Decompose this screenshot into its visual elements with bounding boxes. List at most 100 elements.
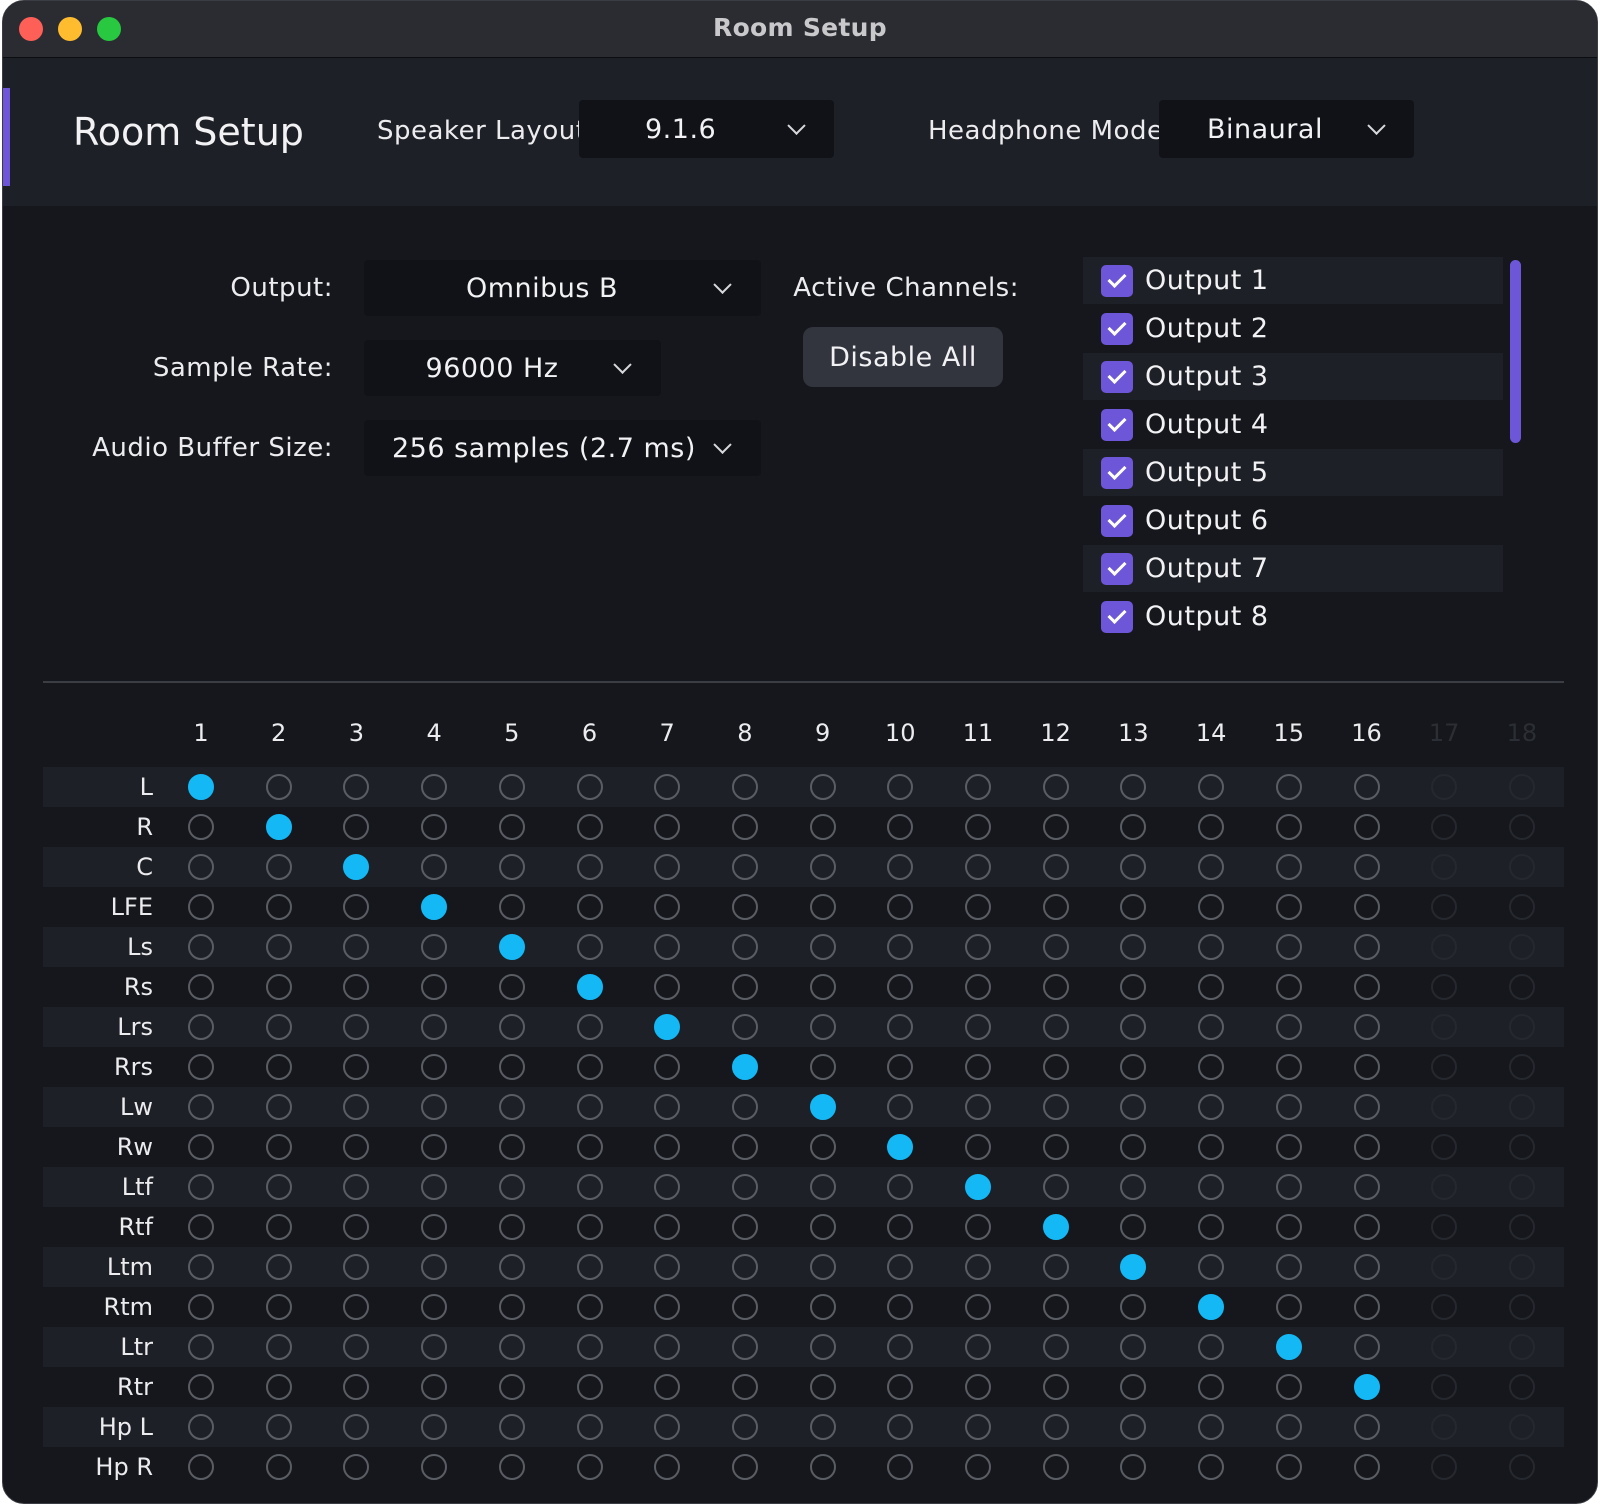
routing-node[interactable]	[576, 854, 603, 880]
routing-node[interactable]	[576, 1374, 603, 1400]
channel-item[interactable]: Output 1	[1083, 257, 1503, 304]
routing-node[interactable]	[965, 1254, 991, 1280]
routing-node[interactable]	[1275, 1174, 1302, 1200]
routing-node[interactable]	[965, 854, 991, 880]
routing-node[interactable]	[188, 1374, 214, 1400]
routing-node[interactable]	[965, 814, 991, 840]
routing-node[interactable]	[421, 814, 448, 840]
routing-node[interactable]	[1120, 1214, 1147, 1240]
channel-item[interactable]: Output 8	[1083, 593, 1503, 640]
routing-node[interactable]	[809, 814, 836, 840]
channel-item[interactable]: Output 7	[1083, 545, 1503, 592]
channel-item[interactable]: Output 2	[1083, 305, 1503, 352]
routing-node[interactable]	[887, 1454, 914, 1480]
routing-node-selected[interactable]	[1198, 1294, 1225, 1320]
routing-node[interactable]	[1275, 1214, 1302, 1240]
routing-node[interactable]	[887, 934, 914, 960]
minimize-window-button[interactable]	[58, 17, 82, 41]
routing-node[interactable]	[498, 1254, 525, 1280]
routing-node[interactable]	[265, 934, 292, 960]
routing-node[interactable]	[188, 854, 214, 880]
speaker-layout-select[interactable]: 9.1.6	[579, 100, 834, 158]
routing-node[interactable]	[887, 854, 914, 880]
routing-node[interactable]	[576, 1174, 603, 1200]
routing-node[interactable]	[498, 1054, 525, 1080]
routing-node[interactable]	[809, 934, 836, 960]
routing-node[interactable]	[343, 1334, 370, 1360]
routing-node[interactable]	[1353, 814, 1380, 840]
sample-rate-select[interactable]: 96000 Hz	[364, 340, 661, 396]
routing-node[interactable]	[887, 1414, 914, 1440]
routing-node[interactable]	[731, 1334, 758, 1360]
routing-node[interactable]	[1120, 1334, 1147, 1360]
checkbox-checked-icon[interactable]	[1101, 457, 1133, 489]
routing-node[interactable]	[421, 1374, 448, 1400]
checkbox-checked-icon[interactable]	[1101, 409, 1133, 441]
routing-node[interactable]	[265, 1454, 292, 1480]
routing-node[interactable]	[1042, 1414, 1069, 1440]
routing-node-selected[interactable]	[1275, 1334, 1302, 1360]
routing-node[interactable]	[965, 1014, 991, 1040]
routing-node[interactable]	[576, 1294, 603, 1320]
routing-node[interactable]	[654, 1254, 681, 1280]
routing-node[interactable]	[887, 1294, 914, 1320]
buffer-size-select[interactable]: 256 samples (2.7 ms)	[364, 420, 761, 476]
routing-node[interactable]	[1198, 1334, 1225, 1360]
routing-node[interactable]	[343, 774, 370, 800]
routing-node[interactable]	[498, 774, 525, 800]
routing-node[interactable]	[809, 1334, 836, 1360]
routing-node[interactable]	[887, 774, 914, 800]
routing-node[interactable]	[1198, 854, 1225, 880]
routing-node[interactable]	[265, 894, 292, 920]
routing-node[interactable]	[965, 894, 991, 920]
routing-node-selected[interactable]	[265, 814, 292, 840]
routing-node[interactable]	[498, 1374, 525, 1400]
routing-node[interactable]	[576, 1014, 603, 1040]
routing-node[interactable]	[498, 1334, 525, 1360]
routing-node[interactable]	[421, 934, 448, 960]
routing-node-selected[interactable]	[809, 1094, 836, 1120]
routing-node-selected[interactable]	[343, 854, 370, 880]
routing-node[interactable]	[343, 1014, 370, 1040]
routing-node[interactable]	[1120, 1414, 1147, 1440]
routing-node[interactable]	[887, 814, 914, 840]
routing-node[interactable]	[887, 1014, 914, 1040]
routing-node[interactable]	[421, 974, 448, 1000]
checkbox-checked-icon[interactable]	[1101, 313, 1133, 345]
routing-node[interactable]	[421, 774, 448, 800]
routing-node[interactable]	[1198, 1454, 1225, 1480]
routing-node[interactable]	[1353, 974, 1380, 1000]
routing-node[interactable]	[654, 934, 681, 960]
routing-node[interactable]	[1120, 1174, 1147, 1200]
routing-node-selected[interactable]	[965, 1174, 991, 1200]
routing-node[interactable]	[498, 814, 525, 840]
routing-node[interactable]	[1120, 1134, 1147, 1160]
routing-node[interactable]	[188, 1454, 214, 1480]
routing-node[interactable]	[965, 1414, 991, 1440]
routing-node[interactable]	[1275, 1014, 1302, 1040]
routing-node[interactable]	[265, 1214, 292, 1240]
routing-node[interactable]	[343, 1254, 370, 1280]
routing-node[interactable]	[576, 1134, 603, 1160]
routing-node[interactable]	[654, 1134, 681, 1160]
routing-node[interactable]	[654, 1334, 681, 1360]
routing-node[interactable]	[654, 1174, 681, 1200]
routing-node[interactable]	[654, 1214, 681, 1240]
routing-node[interactable]	[1353, 1254, 1380, 1280]
routing-node[interactable]	[809, 854, 836, 880]
routing-node[interactable]	[188, 1174, 214, 1200]
routing-node[interactable]	[1120, 1014, 1147, 1040]
routing-node[interactable]	[731, 1454, 758, 1480]
routing-node-selected[interactable]	[1120, 1254, 1147, 1280]
routing-node[interactable]	[731, 894, 758, 920]
routing-node-selected[interactable]	[188, 774, 214, 800]
routing-node[interactable]	[498, 1134, 525, 1160]
routing-node[interactable]	[421, 1454, 448, 1480]
routing-node[interactable]	[1275, 854, 1302, 880]
routing-node[interactable]	[265, 1174, 292, 1200]
routing-node[interactable]	[343, 814, 370, 840]
routing-node[interactable]	[809, 774, 836, 800]
routing-node[interactable]	[1353, 774, 1380, 800]
active-channels-list[interactable]: Output 1 Output 2 Output 3 Output 4 Output 5…	[1083, 257, 1503, 641]
routing-node[interactable]	[887, 1174, 914, 1200]
